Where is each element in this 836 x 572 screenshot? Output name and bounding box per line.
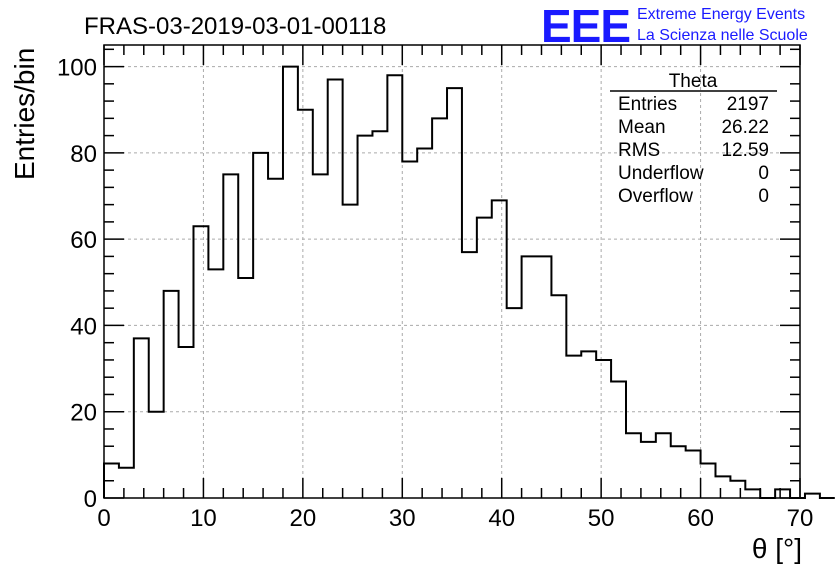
stats-row-value: 2197: [727, 94, 769, 115]
y-tick-label: 20: [70, 400, 97, 427]
y-tick-label: 80: [70, 141, 97, 168]
y-tick-label: 40: [70, 313, 97, 340]
y-tick-label: 60: [70, 227, 97, 254]
plot-frame: [103, 44, 801, 499]
stats-rows: Entries 2197 Mean 26.22 RMS 12.59 Underflow 0 Ov…: [618, 94, 769, 207]
x-tick-label: 20: [290, 505, 317, 532]
y-tick-label: 0: [84, 486, 97, 513]
grid: [104, 45, 800, 498]
logo-line-1: Extreme Energy Events: [637, 6, 805, 23]
x-tick-label: 10: [190, 505, 217, 532]
y-axis-title: Entries/bin: [9, 48, 40, 180]
stats-row-label: RMS: [618, 140, 660, 161]
x-tick-label: 60: [687, 505, 714, 532]
stats-row-label: Overflow: [618, 186, 693, 207]
logo-mark: EEE: [541, 0, 630, 52]
x-axis-title: θ [°]: [752, 533, 802, 564]
axis-ticks: [103, 45, 801, 499]
logo-line-2: La Scienza nelle Scuole: [637, 27, 808, 44]
stats-box: Theta Entries 2197 Mean 26.22 RMS 12.59 Underf…: [610, 71, 777, 207]
x-tick-label: 30: [389, 505, 416, 532]
histogram-line: [103, 65, 835, 499]
stats-row-label: Entries: [618, 94, 677, 115]
stats-row-value: 0: [758, 186, 769, 207]
x-tick-label: 70: [787, 505, 814, 532]
stats-box-name: Theta: [669, 71, 718, 92]
stats-row-label: Underflow: [618, 163, 704, 184]
chart-title: FRAS-03-2019-03-01-00118: [84, 13, 386, 40]
eee-logo: EEE Extreme Energy Events La Scienza nel…: [541, 0, 808, 52]
stats-row-value: 0: [758, 163, 769, 184]
stats-row-label: Mean: [618, 117, 666, 138]
x-tick-label: 40: [488, 505, 515, 532]
x-tick-label: 50: [588, 505, 615, 532]
y-tick-label: 100: [57, 55, 97, 82]
x-tick-label: 0: [97, 505, 110, 532]
tick-labels: 0 10 20 30 40 50 60 70 0 20 40 60 80 100: [57, 55, 813, 532]
stats-row-value: 26.22: [721, 117, 769, 138]
stats-row-value: 12.59: [721, 140, 769, 161]
